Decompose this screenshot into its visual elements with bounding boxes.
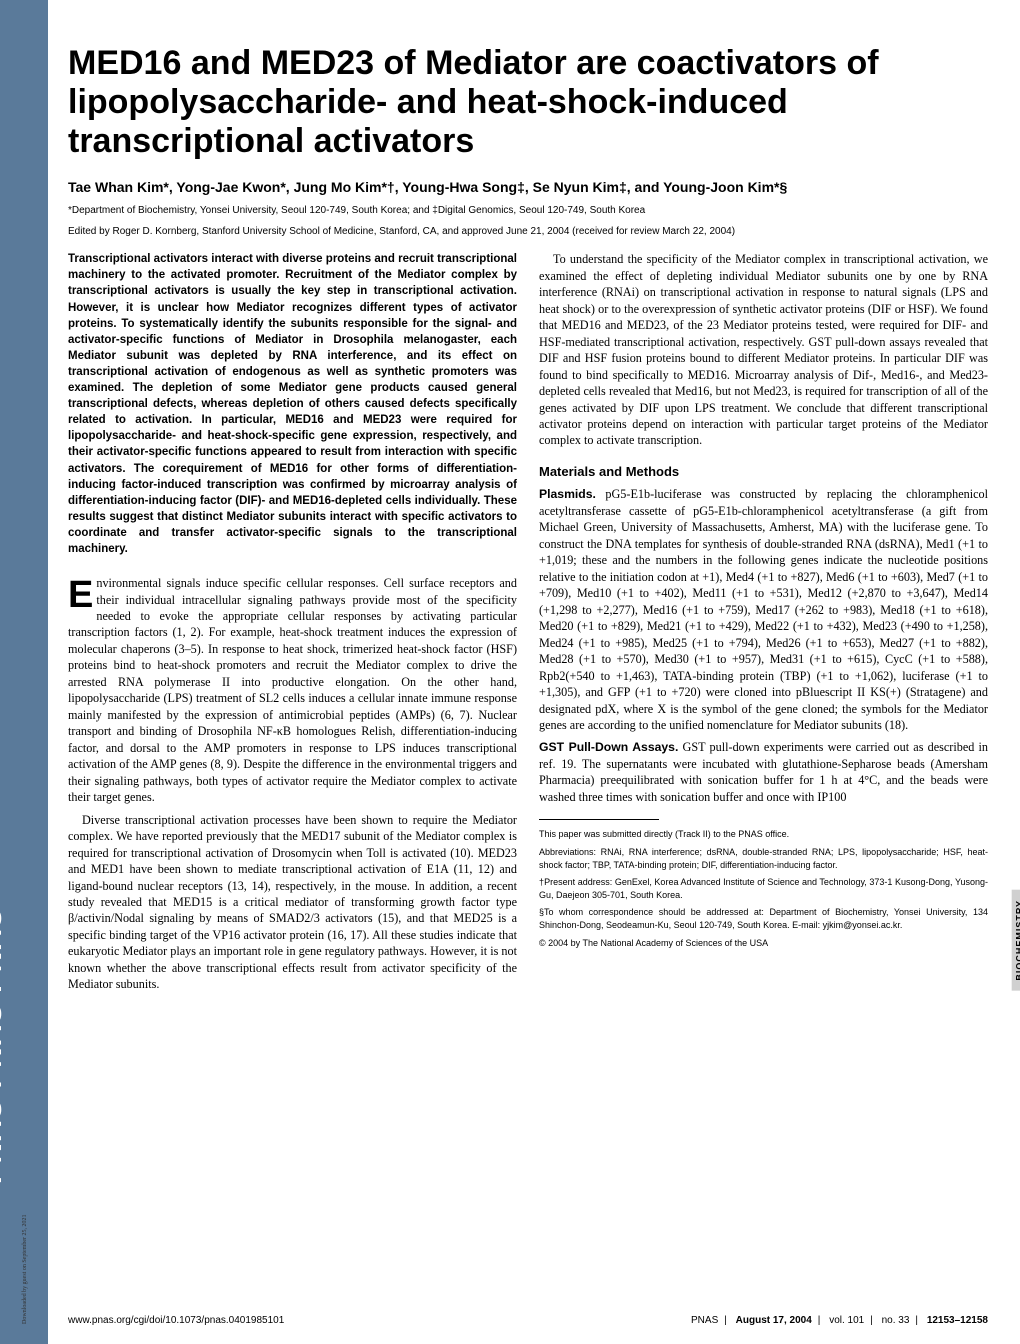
footer-doi: www.pnas.org/cgi/doi/10.1073/pnas.040198… [68, 1315, 284, 1326]
plasmids-subhead: Plasmids. [539, 487, 596, 501]
pnas-sidebar: PNAS PNAS PNAS Downloaded by guest on Se… [0, 0, 48, 1344]
left-column: Transcriptional activators interact with… [68, 251, 517, 999]
footnote-corresponding: §To whom correspondence should be addres… [539, 906, 988, 931]
dropcap: E [68, 575, 96, 611]
footnote-copyright: © 2004 by The National Academy of Scienc… [539, 937, 988, 950]
footnote-rule [539, 819, 659, 820]
intro-para-2: Diverse transcriptional activation proce… [68, 812, 517, 993]
edited-by: Edited by Roger D. Kornberg, Stanford Un… [68, 226, 988, 237]
two-column-layout: Transcriptional activators interact with… [68, 251, 988, 999]
abstract: Transcriptional activators interact with… [68, 251, 517, 557]
pnas-logo: PNAS PNAS PNAS [0, 907, 8, 1184]
intro-para-1: Environmental signals induce specific ce… [68, 575, 517, 806]
article-title: MED16 and MED23 of Mediator are coactiva… [68, 44, 988, 161]
page-footer: www.pnas.org/cgi/doi/10.1073/pnas.040198… [68, 1315, 988, 1326]
article-content: MED16 and MED23 of Mediator are coactiva… [68, 44, 988, 999]
gst-para: GST Pull-Down Assays. GST pull-down expe… [539, 739, 988, 805]
authors: Tae Whan Kim*, Yong-Jae Kwon*, Jung Mo K… [68, 179, 988, 195]
category-tab: BIOCHEMISTRY [1012, 890, 1020, 991]
footer-citation: PNAS| August 17, 2004| vol. 101| no. 33|… [691, 1315, 988, 1326]
plasmids-para: Plasmids. pG5-E1b-luciferase was constru… [539, 486, 988, 733]
intro-para-3: To understand the specificity of the Med… [539, 251, 988, 449]
affiliation: *Department of Biochemistry, Yonsei Univ… [68, 205, 988, 216]
materials-methods-heading: Materials and Methods [539, 463, 988, 481]
footnote-abbrev: Abbreviations: RNAi, RNA interference; d… [539, 846, 988, 871]
gst-subhead: GST Pull-Down Assays. [539, 740, 678, 754]
right-column: To understand the specificity of the Med… [539, 251, 988, 999]
footnote-address: †Present address: GenExel, Korea Advance… [539, 876, 988, 901]
footnote-track: This paper was submitted directly (Track… [539, 828, 988, 841]
download-note: Downloaded by guest on September 25, 202… [22, 1215, 28, 1324]
